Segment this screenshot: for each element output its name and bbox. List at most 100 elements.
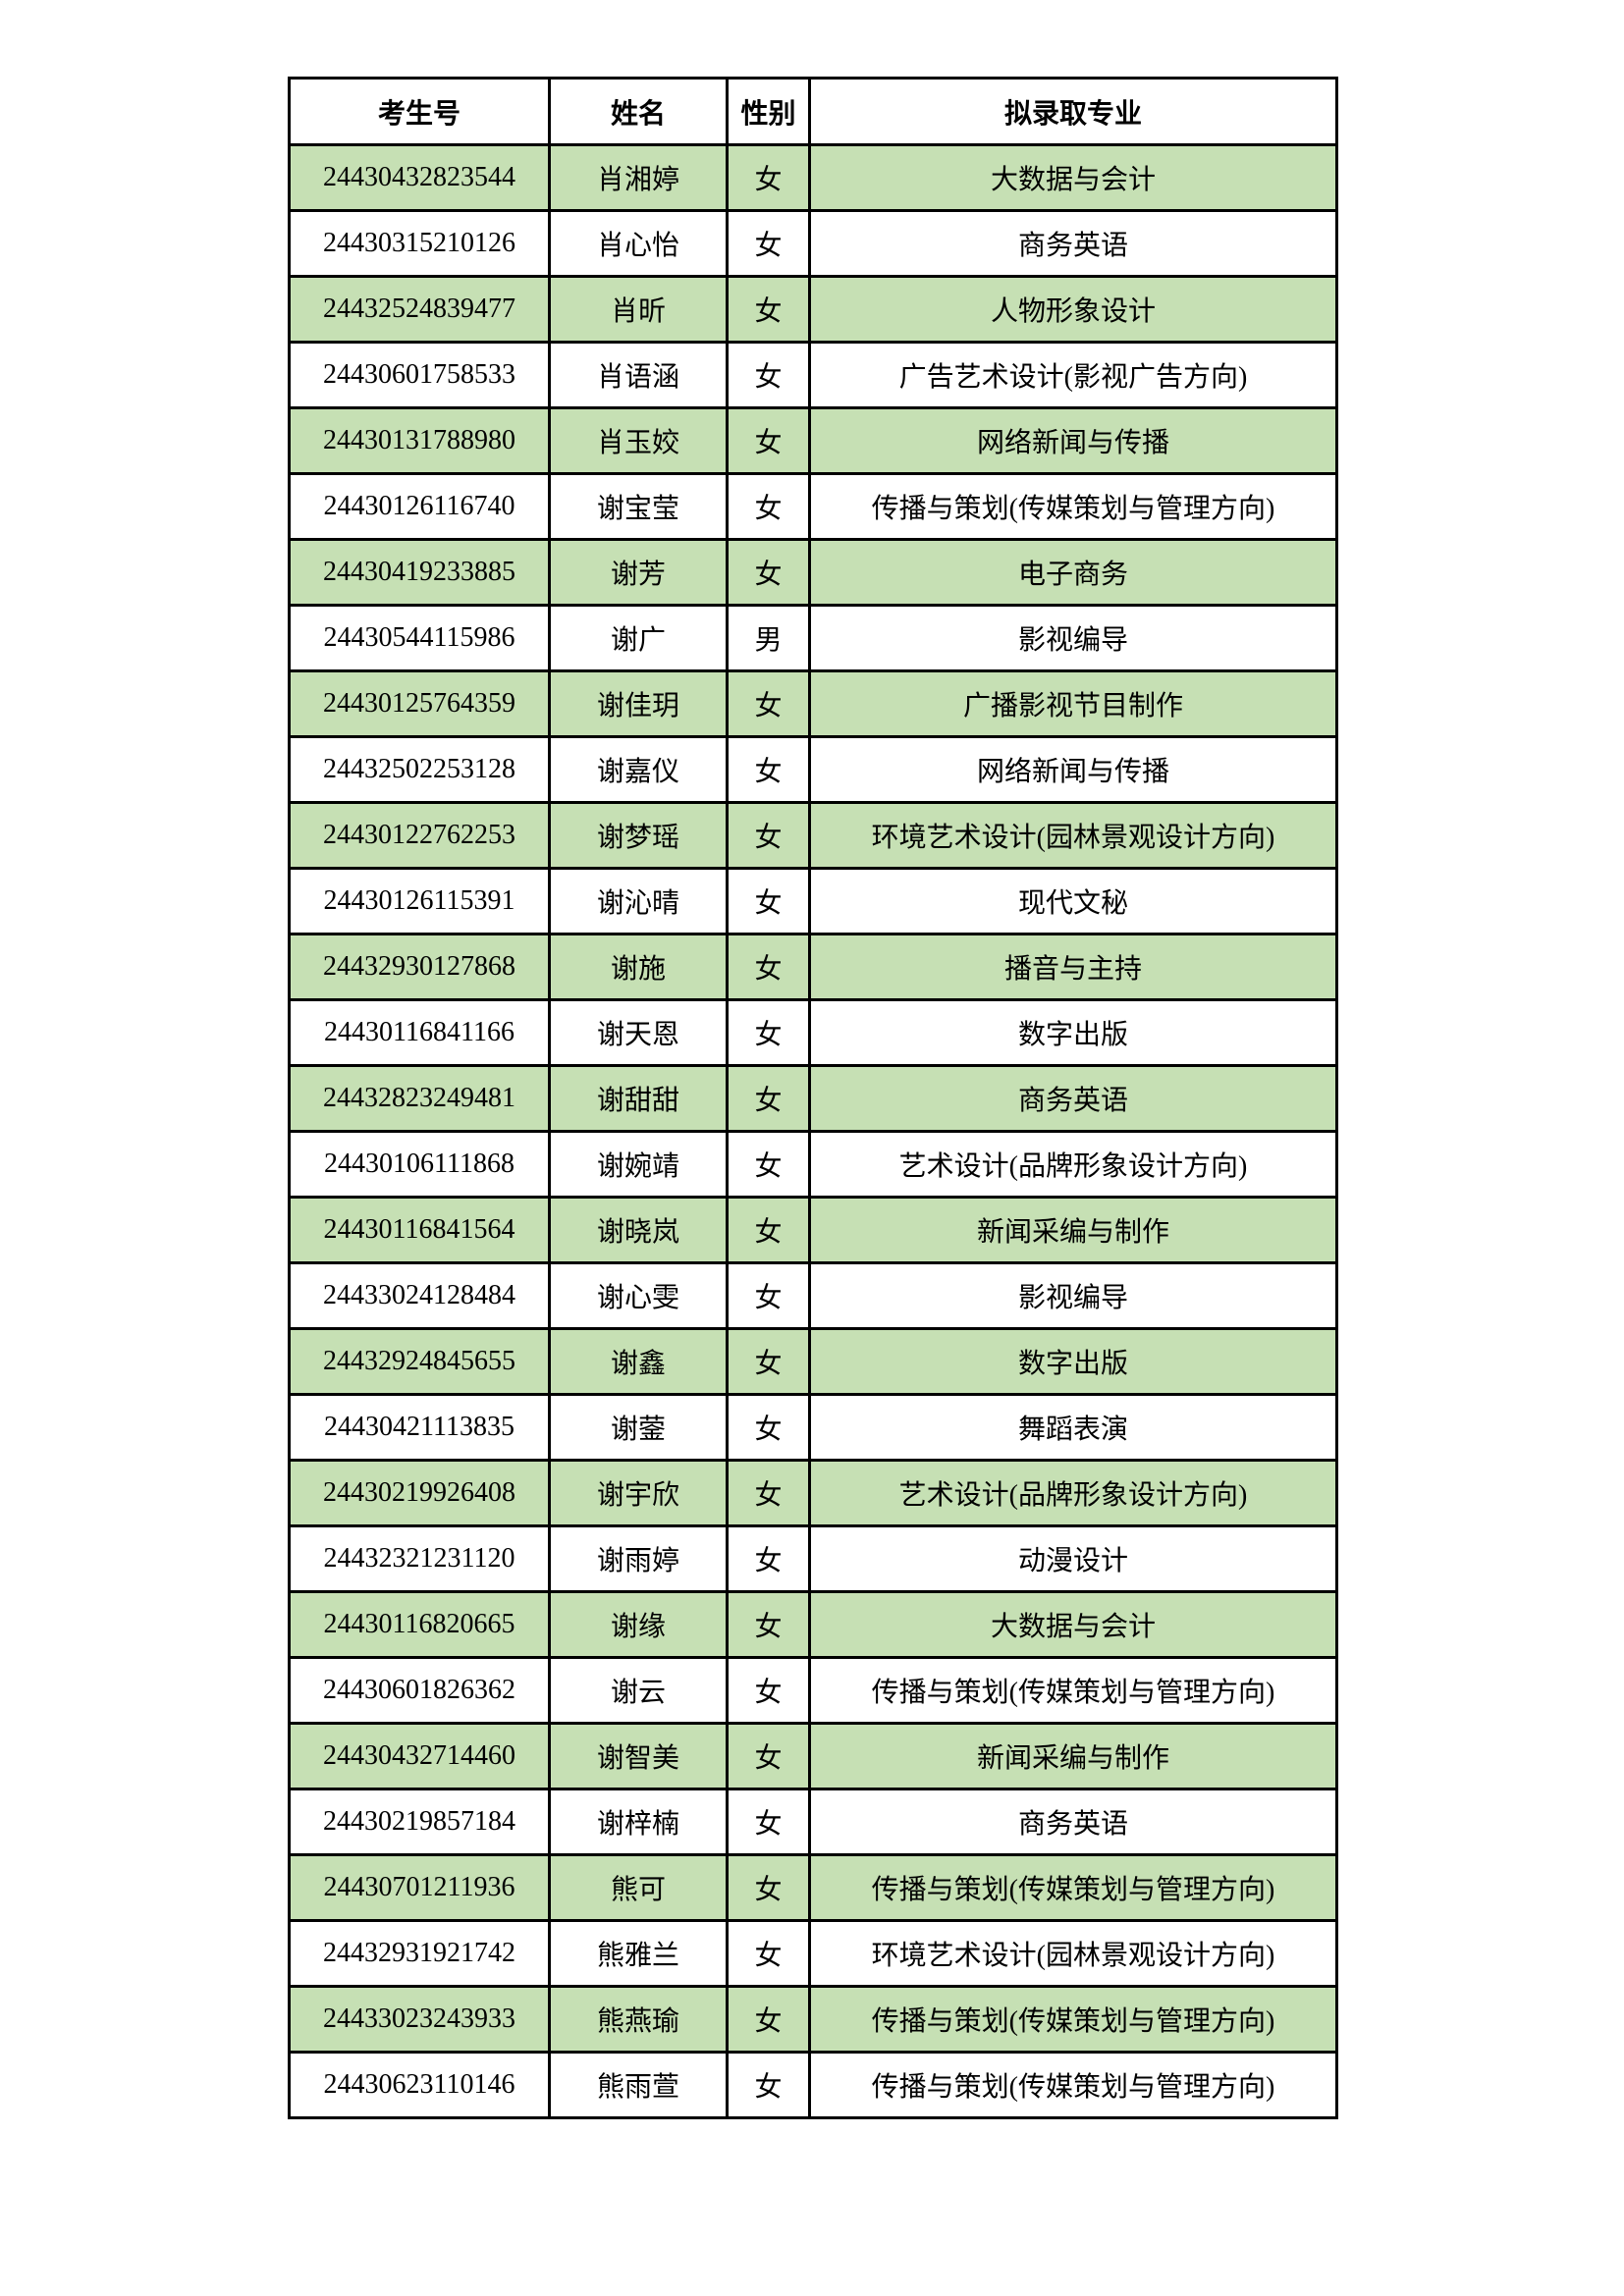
table-row: 24430219857184 谢梓楠女商务英语 (288, 1788, 1338, 1856)
cell-exam-number: 24430116820665 (288, 1590, 551, 1659)
cell-major: 电子商务 (808, 538, 1338, 607)
cell-major: 新闻采编与制作 (808, 1722, 1338, 1790)
cell-name: 熊可 (548, 1853, 729, 1922)
cell-exam-number: 24430432823544 (288, 143, 551, 212)
cell-gender: 女 (726, 735, 811, 804)
cell-name: 肖语涵 (548, 341, 729, 409)
cell-name: 熊雨萱 (548, 2051, 729, 2119)
cell-gender: 女 (726, 1853, 811, 1922)
cell-gender: 女 (726, 1196, 811, 1264)
table-row: 24430315210126 肖心怡女商务英语 (288, 209, 1338, 278)
cell-major: 网络新闻与传播 (808, 735, 1338, 804)
cell-exam-number: 24430315210126 (288, 209, 551, 278)
cell-major: 数字出版 (808, 998, 1338, 1067)
header-gender: 性别 (726, 77, 811, 146)
cell-major: 播音与主持 (808, 933, 1338, 1001)
cell-major: 商务英语 (808, 1064, 1338, 1133)
table-row: 24430421113835 谢蓥女舞蹈表演 (288, 1393, 1338, 1462)
cell-major: 人物形象设计 (808, 275, 1338, 344)
cell-major: 环境艺术设计(园林景观设计方向) (808, 1919, 1338, 1988)
cell-major: 大数据与会计 (808, 1590, 1338, 1659)
cell-exam-number: 24432321231120 (288, 1524, 551, 1593)
cell-gender: 女 (726, 867, 811, 935)
cell-gender: 女 (726, 1524, 811, 1593)
cell-exam-number: 24432524839477 (288, 275, 551, 344)
cell-gender: 女 (726, 933, 811, 1001)
header-exam-number: 考生号 (288, 77, 551, 146)
cell-gender: 女 (726, 801, 811, 870)
cell-major: 传播与策划(传媒策划与管理方向) (808, 1656, 1338, 1725)
cell-name: 谢芳 (548, 538, 729, 607)
table-row: 24430701211936 熊可女传播与策划(传媒策划与管理方向) (288, 1853, 1338, 1922)
table-row: 24430432823544 肖湘婷女大数据与会计 (288, 143, 1338, 212)
cell-exam-number: 24433024128484 (288, 1261, 551, 1330)
cell-name: 谢甜甜 (548, 1064, 729, 1133)
cell-exam-number: 24432823249481 (288, 1064, 551, 1133)
cell-name: 谢云 (548, 1656, 729, 1725)
cell-gender: 女 (726, 143, 811, 212)
cell-gender: 女 (726, 538, 811, 607)
cell-name: 谢智美 (548, 1722, 729, 1790)
cell-major: 传播与策划(传媒策划与管理方向) (808, 472, 1338, 541)
cell-major: 艺术设计(品牌形象设计方向) (808, 1459, 1338, 1527)
cell-exam-number: 24430131788980 (288, 406, 551, 475)
cell-name: 肖湘婷 (548, 143, 729, 212)
table-row: 24432524839477 肖昕女人物形象设计 (288, 275, 1338, 344)
cell-major: 网络新闻与传播 (808, 406, 1338, 475)
cell-major: 影视编导 (808, 1261, 1338, 1330)
cell-major: 动漫设计 (808, 1524, 1338, 1593)
table-row: 24430116841166 谢天恩女数字出版 (288, 998, 1338, 1067)
table-row: 24430116841564 谢晓岚女新闻采编与制作 (288, 1196, 1338, 1264)
cell-name: 谢晓岚 (548, 1196, 729, 1264)
cell-major: 影视编导 (808, 604, 1338, 672)
cell-major: 艺术设计(品牌形象设计方向) (808, 1130, 1338, 1199)
admission-table: 考生号 姓名 性别 拟录取专业 24430432823544 肖湘婷女大数据与会计… (288, 77, 1338, 2119)
table-row: 24430106111868 谢婉靖女艺术设计(品牌形象设计方向) (288, 1130, 1338, 1199)
cell-gender: 男 (726, 604, 811, 672)
cell-exam-number: 24430419233885 (288, 538, 551, 607)
cell-name: 谢沁晴 (548, 867, 729, 935)
table-row: 24430126115391 谢沁晴女现代文秘 (288, 867, 1338, 935)
cell-exam-number: 24430421113835 (288, 1393, 551, 1462)
cell-gender: 女 (726, 1261, 811, 1330)
cell-exam-number: 24430219926408 (288, 1459, 551, 1527)
cell-gender: 女 (726, 1459, 811, 1527)
cell-exam-number: 24430122762253 (288, 801, 551, 870)
cell-major: 环境艺术设计(园林景观设计方向) (808, 801, 1338, 870)
cell-gender: 女 (726, 209, 811, 278)
table-row: 24430125764359 谢佳玥女广播影视节目制作 (288, 669, 1338, 738)
cell-gender: 女 (726, 1130, 811, 1199)
cell-exam-number: 24430116841166 (288, 998, 551, 1067)
cell-name: 谢施 (548, 933, 729, 1001)
header-row: 考生号 姓名 性别 拟录取专业 (288, 77, 1338, 146)
cell-exam-number: 24432924845655 (288, 1327, 551, 1396)
cell-exam-number: 24430701211936 (288, 1853, 551, 1922)
cell-exam-number: 24430126115391 (288, 867, 551, 935)
table-row: 24430419233885 谢芳女电子商务 (288, 538, 1338, 607)
cell-name: 肖心怡 (548, 209, 729, 278)
cell-major: 舞蹈表演 (808, 1393, 1338, 1462)
cell-exam-number: 24432931921742 (288, 1919, 551, 1988)
table-row: 24432924845655 谢鑫女数字出版 (288, 1327, 1338, 1396)
cell-name: 谢缘 (548, 1590, 729, 1659)
cell-exam-number: 24430544115986 (288, 604, 551, 672)
table-row: 24430122762253 谢梦瑶女环境艺术设计(园林景观设计方向) (288, 801, 1338, 870)
cell-gender: 女 (726, 472, 811, 541)
cell-name: 肖昕 (548, 275, 729, 344)
cell-gender: 女 (726, 1788, 811, 1856)
cell-exam-number: 24432502253128 (288, 735, 551, 804)
cell-name: 谢宇欣 (548, 1459, 729, 1527)
cell-name: 熊雅兰 (548, 1919, 729, 1988)
cell-gender: 女 (726, 1327, 811, 1396)
table-row: 24432321231120 谢雨婷女动漫设计 (288, 1524, 1338, 1593)
table-row: 24432502253128 谢嘉仪女网络新闻与传播 (288, 735, 1338, 804)
cell-exam-number: 24433023243933 (288, 1985, 551, 2054)
cell-gender: 女 (726, 275, 811, 344)
cell-gender: 女 (726, 2051, 811, 2119)
cell-gender: 女 (726, 1722, 811, 1790)
cell-gender: 女 (726, 406, 811, 475)
cell-name: 谢婉靖 (548, 1130, 729, 1199)
cell-major: 传播与策划(传媒策划与管理方向) (808, 2051, 1338, 2119)
cell-exam-number: 24430623110146 (288, 2051, 551, 2119)
table-row: 24430544115986 谢广男影视编导 (288, 604, 1338, 672)
